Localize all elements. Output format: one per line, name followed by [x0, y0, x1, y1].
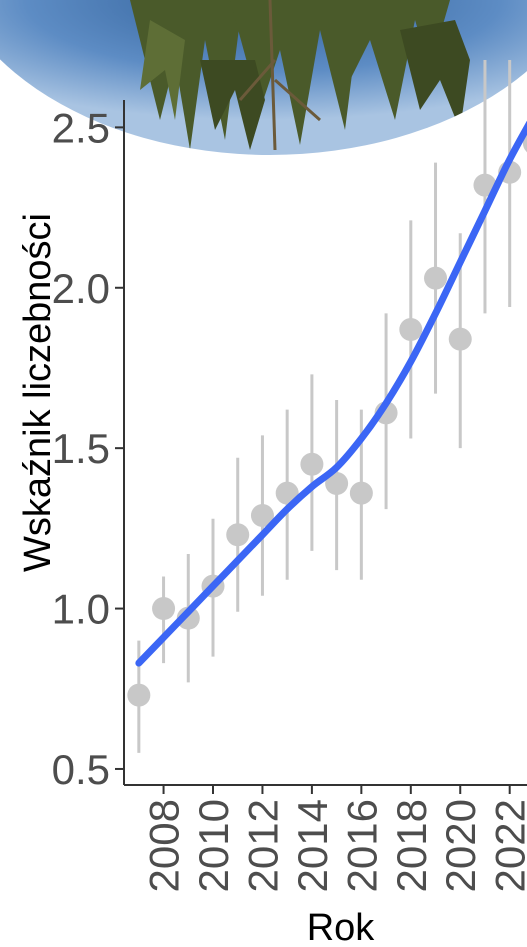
- point-2014: [300, 452, 324, 476]
- x-tick-label: 2020: [437, 799, 484, 892]
- data-layer: [127, 60, 527, 753]
- point-2019: [424, 266, 448, 290]
- y-tick-label: 2.0: [52, 265, 110, 312]
- point-2011: [226, 523, 250, 547]
- point-2018: [399, 317, 423, 341]
- x-tick-label: 2008: [141, 799, 188, 892]
- x-tick-label: 2012: [239, 799, 286, 892]
- plot-area: [127, 60, 527, 753]
- trend-line: [135, 120, 527, 667]
- y-tick-label: 2.5: [52, 104, 110, 151]
- y-tick-label: 1.0: [52, 586, 110, 633]
- point-2015: [325, 471, 349, 495]
- point-2016: [349, 481, 373, 505]
- x-tick-label: 2016: [338, 799, 385, 892]
- point-2007: [127, 683, 151, 707]
- point-2012: [250, 504, 274, 528]
- y-tick-label: 0.5: [52, 746, 110, 793]
- y-axis-title: Wskaźnik liczebności: [17, 213, 59, 572]
- x-tick-label: 2010: [190, 799, 237, 892]
- x-tick-label: 2014: [289, 799, 336, 892]
- y-tick-label: 1.5: [52, 425, 110, 472]
- x-tick-label: 2022: [487, 799, 527, 892]
- x-axis-title: Rok: [307, 907, 376, 947]
- point-2020: [448, 327, 472, 351]
- point-2009: [176, 606, 200, 630]
- x-tick-label: 2018: [388, 799, 435, 892]
- point-2008: [152, 597, 176, 621]
